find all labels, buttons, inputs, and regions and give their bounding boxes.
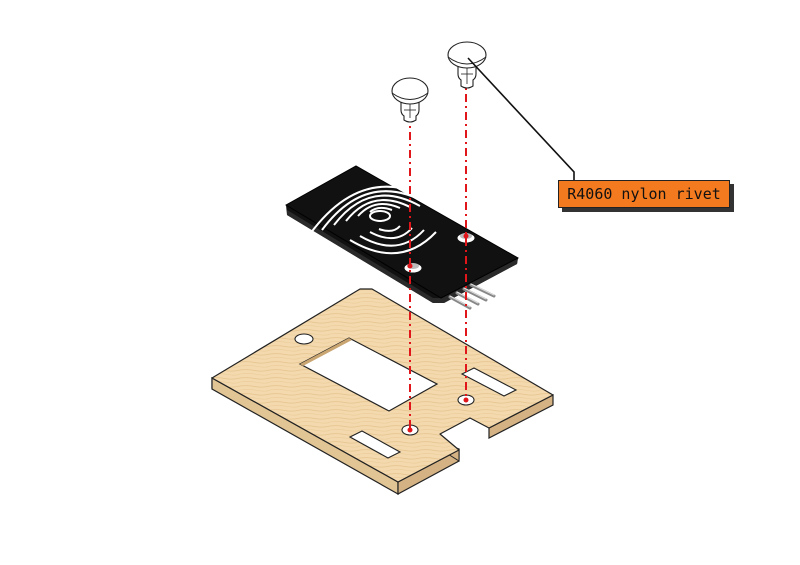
callout-leader-line: [467, 57, 575, 180]
rfid-board: [285, 165, 520, 310]
nylon-rivet-right: [447, 41, 487, 89]
wooden-base-plate: [211, 288, 554, 496]
callout-label: R4060 nylon rivet: [558, 180, 730, 208]
nylon-rivet-left: [391, 77, 429, 123]
